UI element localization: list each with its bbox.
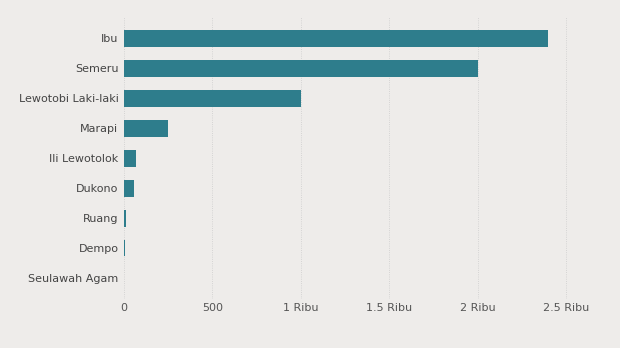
Bar xyxy=(124,240,125,256)
Bar xyxy=(124,30,548,47)
Bar xyxy=(124,90,301,106)
Bar xyxy=(124,120,168,137)
Bar xyxy=(124,60,477,77)
Bar xyxy=(124,210,126,227)
Bar xyxy=(124,180,134,197)
Bar xyxy=(124,150,136,167)
